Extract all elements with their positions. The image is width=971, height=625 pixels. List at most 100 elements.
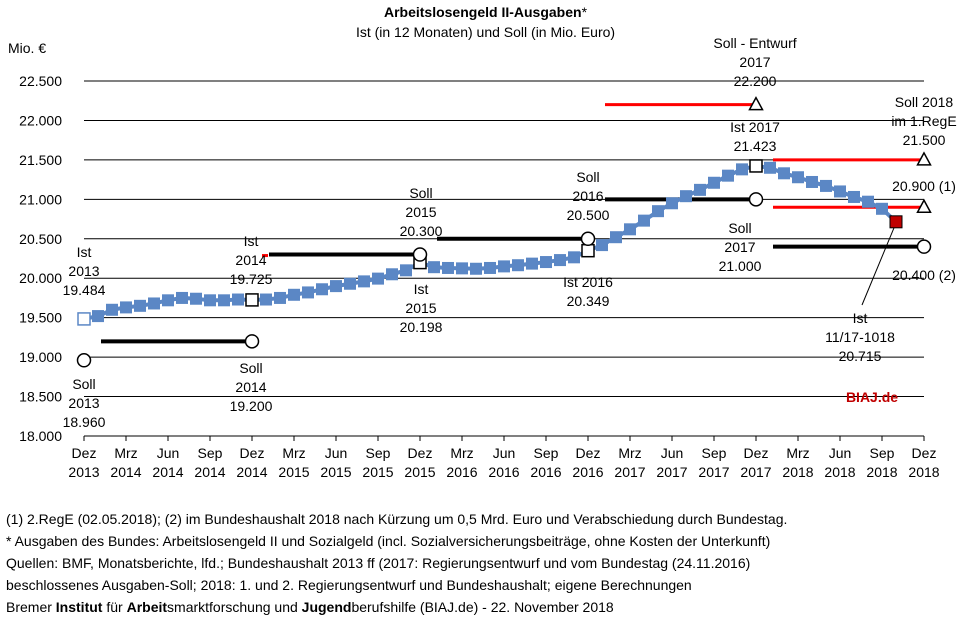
x-tick-label-year-3: 2014: [194, 464, 225, 480]
x-tick-label-month-13: Mrz: [618, 445, 641, 461]
y-tick-label-4: 20.000: [19, 270, 62, 286]
x-tick-label-year-11: 2016: [530, 464, 561, 480]
x-tick-label-year-10: 2016: [488, 464, 519, 480]
x-tick-label-month-16: Dez: [744, 445, 769, 461]
x-tick-label-month-11: Sep: [534, 445, 559, 461]
x-tick-label-year-9: 2016: [446, 464, 477, 480]
footnote-sources-1: Quellen: BMF, Monatsberichte, lfd.; Bund…: [6, 555, 751, 571]
y-axis-unit: Mio. €: [8, 40, 47, 56]
ist-point-37: [596, 239, 608, 252]
x-tick-label-year-20: 2018: [908, 464, 939, 480]
x-tick-label-year-16: 2017: [740, 464, 771, 480]
label-soll2017-line-2: 21.000: [719, 258, 762, 274]
ist-point-14: [274, 291, 286, 304]
label-ist2015-line-1: 2015: [405, 300, 436, 316]
ist-point-57: [876, 202, 888, 215]
label-soll2015-line-0: Soll: [409, 185, 432, 201]
x-tick-label-month-2: Jun: [157, 445, 180, 461]
x-tick-label-year-17: 2018: [782, 464, 813, 480]
ist-point-27: [456, 262, 468, 275]
x-tick-label-year-7: 2015: [362, 464, 393, 480]
footnotes: (1) 2.RegE (02.05.2018); (2) im Bundesha…: [6, 508, 787, 618]
x-tick-label-month-4: Dez: [240, 445, 265, 461]
ist-point-8: [190, 292, 202, 305]
ist-point-50: [778, 167, 790, 180]
ist-year-marker-0: [77, 312, 91, 326]
label-soll2017-line-0: Soll: [728, 220, 751, 236]
y-tick-label-0: 18.000: [19, 428, 62, 444]
label-soll2013-line-0: Soll: [72, 376, 95, 392]
ist-point-34: [554, 254, 566, 267]
x-tick-label-month-18: Jun: [829, 445, 852, 461]
x-tick-label-month-0: Dez: [72, 445, 97, 461]
ist-point-41: [652, 205, 664, 218]
label-ist2017-line-0: Ist 2017: [730, 119, 780, 135]
x-tick-label-year-12: 2016: [572, 464, 603, 480]
ist-point-35: [568, 251, 580, 264]
ist-point-18: [330, 280, 342, 293]
ist-latest-marker: [889, 215, 903, 229]
label-entwurf2017-line-2: 22.200: [734, 73, 777, 89]
ist-year-marker-4: [749, 159, 763, 173]
x-tick-label-year-13: 2017: [614, 464, 645, 480]
soll-circle-0: [76, 353, 92, 368]
label-entwurf2017-line-1: 2017: [739, 54, 770, 70]
soll-circle-5: [916, 239, 932, 254]
ist-point-30: [498, 260, 510, 273]
x-tick-label-year-18: 2018: [824, 464, 855, 480]
red-soll-triangle-1: [916, 151, 932, 166]
label-soll2014-line-2: 19.200: [230, 398, 273, 414]
ist-point-51: [792, 171, 804, 184]
footnote-2: * Ausgaben des Bundes: Arbeitslosengeld …: [6, 533, 771, 549]
ist-point-44: [694, 183, 706, 196]
label-ist2013-line-1: 2013: [68, 263, 99, 279]
y-tick-label-7: 21.500: [19, 152, 62, 168]
x-tick-label-month-10: Jun: [493, 445, 516, 461]
footnote-publisher: Bremer Institut für Arbeitsmarktforschun…: [6, 599, 614, 615]
footnote-1: (1) 2.RegE (02.05.2018); (2) im Bundesha…: [6, 511, 788, 527]
ist-point-21: [372, 272, 384, 285]
label-ist2014-line-2: 19.725: [230, 271, 273, 287]
ist-point-23: [400, 264, 412, 277]
ist-point-54: [834, 185, 846, 198]
x-tick-label-year-1: 2014: [110, 464, 141, 480]
ist-point-31: [512, 259, 524, 272]
label-soll2017-line-1: 2017: [724, 239, 755, 255]
x-tick-label-year-14: 2017: [656, 464, 687, 480]
ist-point-25: [428, 261, 440, 274]
ist-point-13: [260, 293, 272, 306]
ist-point-1: [92, 310, 104, 323]
x-tick-label-month-17: Mrz: [786, 445, 809, 461]
label-soll2013-line-2: 18.960: [63, 414, 106, 430]
leader-line-ist2018: [861, 227, 895, 306]
x-tick-label-year-2: 2014: [152, 464, 183, 480]
x-tick-label-month-15: Sep: [702, 445, 727, 461]
ist-point-11: [232, 293, 244, 306]
x-tick-label-year-0: 2013: [68, 464, 99, 480]
label-soll2016-line-2: 20.500: [567, 207, 610, 223]
chart-subtitle: Ist (in 12 Monaten) und Soll (in Mio. Eu…: [355, 24, 616, 40]
label-ist2013-line-0: Ist: [77, 244, 92, 260]
ist-point-5: [148, 297, 160, 310]
x-tick-label-month-5: Mrz: [282, 445, 305, 461]
x-tick-label-month-1: Mrz: [114, 445, 137, 461]
x-tick-label-month-9: Mrz: [450, 445, 473, 461]
label-ist2018-line-2: 20.715: [839, 348, 882, 364]
red-soll-triangle-0: [748, 96, 764, 111]
ist-point-56: [862, 195, 874, 208]
label-soll2013-line-1: 2013: [68, 395, 99, 411]
ist-point-47: [736, 163, 748, 176]
label-ist2014-line-1: 2014: [235, 252, 266, 268]
label-soll2018-rege-line-1: im 1.RegE: [891, 113, 956, 129]
ist-point-26: [442, 261, 454, 274]
y-tick-label-5: 20.500: [19, 231, 62, 247]
x-tick-label-month-8: Dez: [408, 445, 433, 461]
y-tick-label-6: 21.000: [19, 191, 62, 207]
label-ist2016-line-1: 20.349: [567, 293, 610, 309]
label-soll2018-rege-line-2: 21.500: [903, 132, 946, 148]
ist-point-38: [610, 231, 622, 244]
soll-circle-1: [244, 334, 260, 349]
label-ist2016-line-0: Ist 2016: [563, 274, 613, 290]
label-ist2015-line-2: 20.198: [400, 319, 443, 335]
red-soll-triangle-2: [916, 198, 932, 213]
